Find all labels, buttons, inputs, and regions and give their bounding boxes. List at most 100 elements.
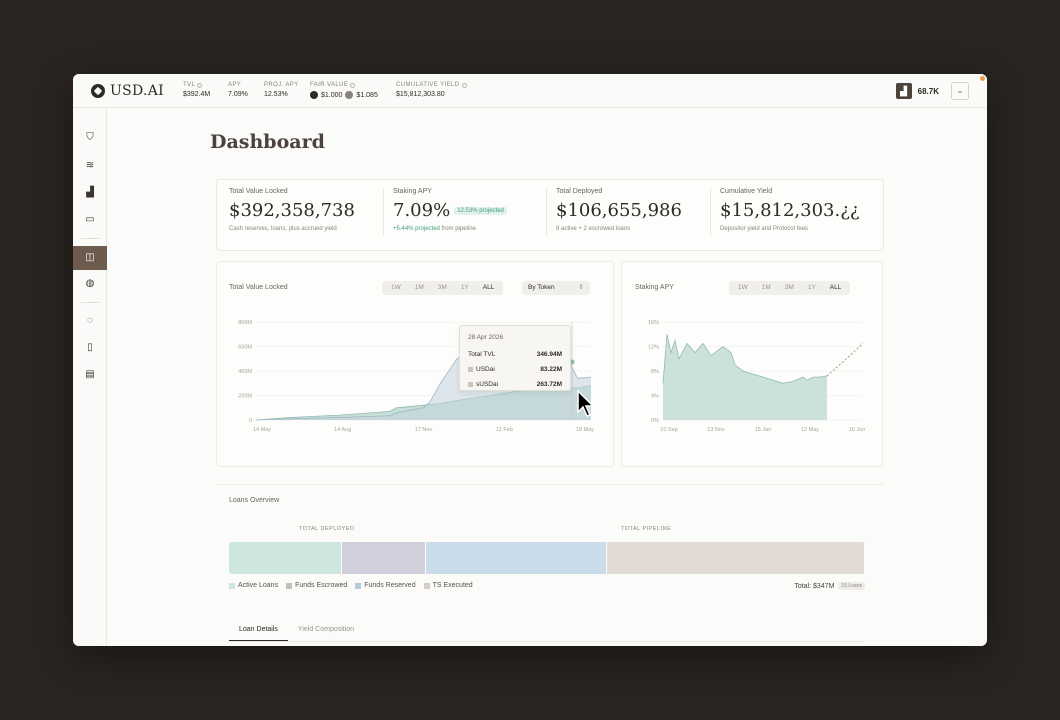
range-1y[interactable]: 1Y — [460, 284, 469, 291]
logo[interactable]: USD.AI — [91, 83, 164, 99]
group-by-select[interactable]: By Token ⇕ — [522, 281, 590, 295]
range-3m[interactable]: 3M — [437, 284, 447, 291]
metric-apy: APY 7.09% — [228, 82, 248, 98]
sidebar-item-dashboard[interactable]: ◫ — [73, 246, 107, 270]
stat-yield: Cumulative Yield $15,812,303.¿¿ Deposito… — [720, 188, 860, 244]
legend-label: Funds Escrowed — [295, 582, 348, 589]
apy-chart[interactable]: 0% 4% 8% 12% 16% 10 Sep 13 Nov 15 Jan 12 May 16 J… — [621, 314, 883, 444]
metric-proj-apy-label: PROJ. APY — [264, 82, 299, 88]
account-balance[interactable]: ▟ 68.7K — [895, 83, 939, 99]
sidebar-item-reports[interactable]: ▤ — [79, 366, 101, 384]
sidebar-item-chart[interactable]: ▟ — [79, 184, 101, 202]
chart-icon: ▟ — [86, 187, 94, 198]
tvl-chart-title: Total Value Locked — [229, 284, 288, 291]
legend-funds-reserved[interactable]: Funds Reserved — [355, 582, 416, 589]
x-tick-label: 17 Nov — [415, 427, 433, 433]
range-1m[interactable]: 1M — [414, 284, 424, 291]
sidebar-item-signal[interactable]: ≋ — [79, 157, 101, 175]
range-3m[interactable]: 3M — [784, 284, 794, 291]
range-1w[interactable]: 1W — [738, 284, 748, 291]
sidebar-item-globe[interactable]: ◍ — [79, 275, 101, 293]
stat-deployed-sub: 9 active + 2 escrowed loans — [556, 226, 631, 232]
series-area — [663, 334, 827, 420]
projected-badge: 12.53% projected — [454, 207, 507, 215]
group-by-value: By Token — [528, 284, 555, 291]
series-line — [826, 343, 864, 377]
metric-fair-value-label: FAIR VALUE — [310, 82, 349, 88]
select-arrows-icon: ⇕ — [578, 284, 584, 291]
stat-apy-value: 7.09% — [393, 200, 451, 221]
stat-tvl-value: $392,358,738 — [229, 200, 355, 221]
sidebar-divider — [81, 238, 99, 239]
legend-label: TS Executed — [432, 582, 473, 589]
range-1y[interactable]: 1Y — [807, 284, 816, 291]
stat-divider — [383, 188, 384, 236]
total-deployed-label: TOTAL DEPLOYED — [299, 526, 355, 532]
x-tick-label: 12 May — [801, 427, 819, 433]
sidebar-item-docs[interactable]: ▯ — [79, 339, 101, 357]
legend-swatch — [423, 582, 430, 589]
loans-legend: Active Loans Funds Escrowed Funds Reserv… — [229, 582, 473, 589]
range-all[interactable]: ALL — [482, 284, 495, 291]
tabs-divider — [229, 641, 865, 642]
tooltip-row-susdai: sUSDai 263.72M — [468, 381, 562, 388]
loans-bar-segment[interactable] — [229, 542, 343, 574]
stat-apy-label: Staking APY — [393, 188, 432, 195]
loans-bar-segment[interactable] — [342, 542, 427, 574]
loans-count-chip: 15 Loans — [838, 582, 865, 590]
legend-label: Funds Reserved — [364, 582, 416, 589]
stat-apy: Staking APY 7.09% 12.53% projected +5.44%… — [393, 188, 507, 244]
sidebar-item-shield[interactable]: ⛉ — [79, 129, 101, 147]
logo-icon — [91, 84, 105, 98]
tooltip-date: 28 Apr 2026 — [468, 334, 504, 341]
stat-divider — [710, 188, 711, 236]
x-tick-label: 13 Nov — [707, 427, 725, 433]
range-all[interactable]: ALL — [829, 284, 842, 291]
stat-divider — [546, 188, 547, 236]
loans-card — [216, 484, 884, 574]
chevron-down-icon: ⌄ — [956, 86, 964, 95]
sidebar-item-folder[interactable]: ▭ — [79, 211, 101, 229]
legend-active-loans[interactable]: Active Loans — [229, 582, 278, 589]
x-tick-label: 15 Jan — [755, 427, 772, 433]
metric-tvl-value: $392.4M — [183, 91, 211, 98]
legend-ts-executed[interactable]: TS Executed — [423, 582, 473, 589]
x-tick-label: 14 May — [253, 427, 271, 433]
top-bar: USD.AI TVL $392.4M APY 7.09% PROJ. APY 1… — [73, 74, 987, 108]
signal-icon: ≋ — [85, 160, 95, 171]
apy-range-selector: 1W 1M 3M 1Y ALL — [729, 281, 851, 295]
sidebar-divider — [81, 302, 99, 303]
tab-yield-composition[interactable]: Yield Composition — [297, 626, 355, 633]
apy-chart-card — [621, 261, 883, 467]
y-tick-label: 200M — [238, 394, 252, 400]
info-icon[interactable] — [197, 82, 203, 88]
loans-title: Loans Overview — [229, 497, 280, 504]
total-pipeline-label: TOTAL PIPELINE — [621, 526, 672, 532]
loans-bar-segment[interactable] — [426, 542, 608, 574]
stat-deployed: Total Deployed $106,655,986 9 active + 2… — [556, 188, 682, 244]
stat-tvl: Total Value Locked $392,358,738 Cash res… — [229, 188, 355, 244]
info-icon[interactable] — [350, 82, 356, 88]
tooltip-label: sUSDai — [476, 381, 499, 388]
range-1w[interactable]: 1W — [391, 284, 401, 291]
folder-icon: ▭ — [85, 214, 95, 225]
loans-bar-segment[interactable] — [607, 542, 865, 574]
legend-swatch — [468, 382, 473, 387]
legend-funds-escrowed[interactable]: Funds Escrowed — [286, 582, 347, 589]
stat-apy-projected: +5.44% projected — [393, 226, 440, 232]
dashboard-icon: ◫ — [85, 252, 95, 263]
sidebar-item-ideas[interactable]: ◌ — [79, 312, 101, 330]
susdai-coin-icon — [345, 91, 354, 99]
range-1m[interactable]: 1M — [761, 284, 771, 291]
metric-tvl: TVL $392.4M — [183, 82, 210, 98]
legend-swatch — [229, 582, 235, 589]
loans-total: Total: $347M 15 Loans — [794, 582, 865, 590]
legend-swatch — [286, 582, 293, 589]
account-dropdown-button[interactable]: ⌄ — [951, 82, 969, 100]
y-tick-label: 400M — [238, 369, 252, 375]
stat-yield-value: $15,812,303.¿¿ — [720, 200, 860, 221]
info-icon[interactable] — [461, 82, 467, 88]
x-tick-label: 16 Jun — [849, 427, 866, 433]
tab-loan-details[interactable]: Loan Details — [229, 626, 288, 641]
page-title: Dashboard — [210, 131, 325, 153]
